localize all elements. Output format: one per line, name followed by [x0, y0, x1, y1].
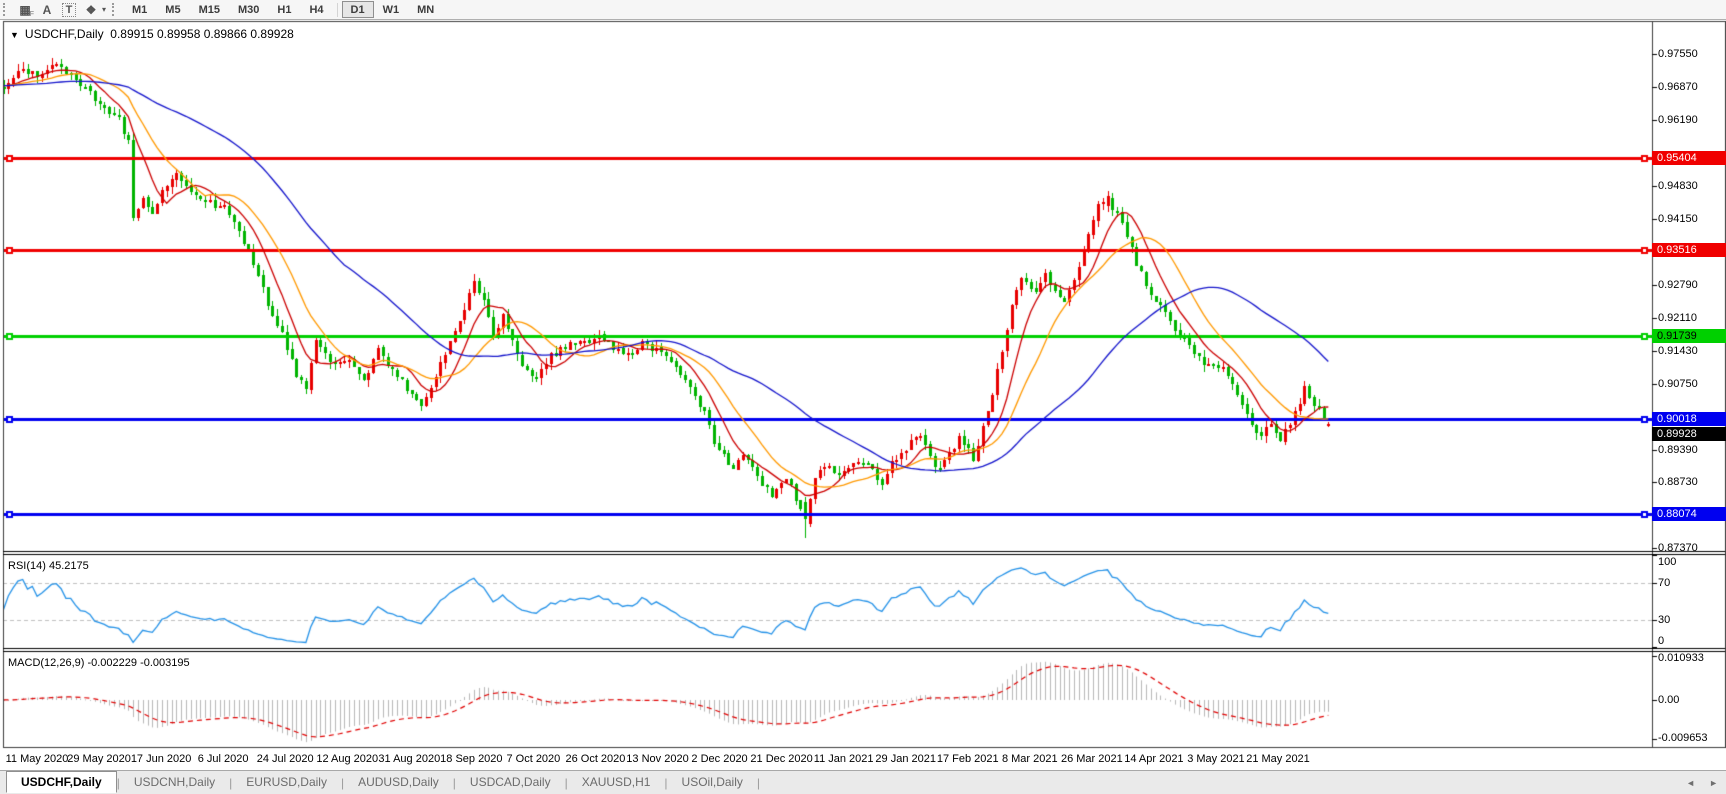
time-axis-label: 12 Aug 2020: [316, 753, 379, 765]
price-axis-label: 0.94150: [1658, 212, 1698, 225]
toolbar-grip-handle[interactable]: [3, 3, 9, 16]
drawing-tools-group: ▦ F A T ❖ ▾: [14, 1, 109, 18]
toolbar-grip-handle[interactable]: [112, 3, 118, 16]
time-axis-label: 29 May 2020: [67, 753, 131, 765]
chart-tab-usoil[interactable]: USOil,Daily: [681, 775, 743, 789]
time-axis-label: 26 Oct 2020: [565, 753, 626, 765]
chart-tab-bar: USDCHF,Daily | USDCNH,Daily | EURUSD,Daily | A…: [0, 770, 1726, 794]
time-axis-label: 7 Oct 2020: [506, 753, 561, 765]
tab-separator: |: [229, 775, 233, 790]
time-axis-label: 21 Dec 2020: [750, 753, 813, 765]
timeframe-button-m1[interactable]: M1: [132, 4, 148, 16]
chart-tab-eurusd[interactable]: EURUSD,Daily: [246, 775, 327, 789]
draw-shapes-icon[interactable]: ❖: [85, 2, 97, 17]
time-axis-label: 21 May 2021: [1246, 753, 1310, 765]
rsi-axis-label: 30: [1658, 614, 1671, 627]
price-axis-label: 0.90750: [1658, 377, 1698, 390]
font-icon[interactable]: A: [42, 2, 52, 17]
price-axis-label: 0.89390: [1658, 443, 1698, 456]
current-price-tag: 0.89928: [1652, 426, 1726, 441]
time-axis-label: 2 Dec 2020: [691, 753, 748, 765]
price-level-tag[interactable]: 0.91739: [1652, 328, 1726, 343]
macd-axis-label: 0.00: [1658, 694, 1680, 706]
rsi-axis-label: 100: [1658, 556, 1677, 568]
chart-title: ▼ USDCHF,Daily 0.89915 0.89958 0.89866 0.…: [10, 27, 294, 41]
rsi-axis-label: 70: [1658, 576, 1671, 589]
time-axis-label: 17 Feb 2021: [936, 753, 999, 765]
time-axis-label: 17 Jun 2020: [130, 753, 192, 765]
chart-tab-usdcnh[interactable]: USDCNH,Daily: [133, 775, 216, 789]
time-axis-label: 29 Jan 2021: [875, 753, 936, 765]
tab-separator: |: [756, 775, 760, 790]
text-label-icon[interactable]: T: [59, 1, 79, 18]
price-axis-label: 0.92110: [1658, 311, 1697, 324]
timeframe-button-h1[interactable]: H1: [277, 4, 292, 16]
time-axis-label: 24 Jul 2020: [256, 753, 314, 765]
price-level-tag[interactable]: 0.88074: [1652, 506, 1726, 521]
price-axis-label: 0.87370: [1658, 541, 1698, 554]
chart-ohlc-quotes: 0.89915 0.89958 0.89866 0.89928: [110, 27, 294, 41]
tab-separator: |: [452, 775, 456, 790]
timeframe-button-m15[interactable]: M15: [198, 4, 220, 16]
tab-scroll-right-icon[interactable]: ►: [1709, 777, 1718, 788]
chart-tab-audusd[interactable]: AUDUSD,Daily: [358, 775, 439, 789]
time-axis-label: 8 Mar 2021: [1001, 753, 1058, 765]
price-level-tag[interactable]: 0.90018: [1652, 412, 1726, 427]
chart-shift-grid-icon[interactable]: ▦ F: [19, 2, 34, 19]
time-axis-label: 6 Jul 2020: [197, 753, 249, 765]
price-axis-label: 0.97550: [1658, 48, 1698, 60]
timeframe-button-w1[interactable]: W1: [382, 4, 400, 16]
tab-separator: |: [664, 775, 668, 790]
tab-scroll-arrows: ◄ ►: [1686, 771, 1718, 794]
tab-separator: |: [564, 775, 568, 790]
time-axis-label: 31 Aug 2020: [378, 753, 441, 765]
price-axis-label: 0.88730: [1658, 475, 1698, 488]
timeframe-button-m5[interactable]: M5: [165, 4, 181, 16]
tab-separator: |: [340, 775, 345, 790]
symbol-dropdown-icon[interactable]: ▼: [10, 30, 19, 40]
chart-tabs: USDCHF,Daily | USDCNH,Daily | EURUSD,Daily | A…: [6, 770, 760, 793]
timeframe-button-m30[interactable]: M30: [237, 4, 260, 16]
timeframe-button-d1[interactable]: D1: [341, 1, 374, 18]
timeframe-button-h4[interactable]: H4: [309, 4, 324, 16]
tab-separator: |: [116, 775, 120, 790]
time-axis-label: 14 Apr 2021: [1124, 753, 1184, 765]
chart-tab-xauusd[interactable]: XAUUSD,H1: [581, 775, 651, 789]
price-level-tag[interactable]: 0.95404: [1652, 151, 1726, 166]
time-axis-label: 26 Mar 2021: [1060, 753, 1123, 765]
price-axis-label: 0.96190: [1658, 113, 1698, 126]
rsi-indicator-label: RSI(14) 45.2175: [8, 560, 89, 572]
time-axis-label: 11 May 2020: [5, 753, 69, 765]
time-axis-label: 3 May 2021: [1187, 753, 1245, 765]
chart-tab-usdcad[interactable]: USDCAD,Daily: [469, 775, 551, 789]
time-axis-label: 11 Jan 2021: [813, 753, 874, 765]
top-toolbar: ▦ F A T ❖ ▾ M1 M5 M15 M30 H1 H4 D1 W1 MN: [0, 0, 1726, 20]
chart-tab-usdchf[interactable]: USDCHF,Daily: [6, 770, 117, 793]
dropdown-caret-icon[interactable]: ▾: [102, 5, 107, 14]
price-axis-label: 0.92790: [1658, 278, 1698, 291]
time-axis-label: 13 Nov 2020: [626, 753, 689, 765]
macd-axis-label: 0.010933: [1658, 652, 1704, 664]
price-level-tag[interactable]: 0.93516: [1652, 242, 1726, 257]
price-axis-label: 0.96870: [1658, 80, 1698, 93]
timeframe-button-mn[interactable]: MN: [417, 4, 435, 16]
price-axis-label: 0.94830: [1658, 179, 1698, 192]
chart-symbol-period: USDCHF,Daily: [24, 27, 104, 41]
tab-scroll-left-icon[interactable]: ◄: [1686, 777, 1696, 788]
rsi-axis-label: 0: [1658, 635, 1665, 647]
time-axis-label: 18 Sep 2020: [440, 753, 503, 765]
toolbar-separator: [336, 2, 338, 17]
timeframe-buttons-group: M1 M5 M15 M30 H1 H4 D1 W1 MN: [123, 1, 443, 18]
price-axis-label: 0.91430: [1658, 344, 1698, 357]
macd-axis-label: -0.009653: [1658, 732, 1708, 744]
macd-indicator-label: MACD(12,26,9) -0.002229 -0.003195: [8, 657, 190, 669]
